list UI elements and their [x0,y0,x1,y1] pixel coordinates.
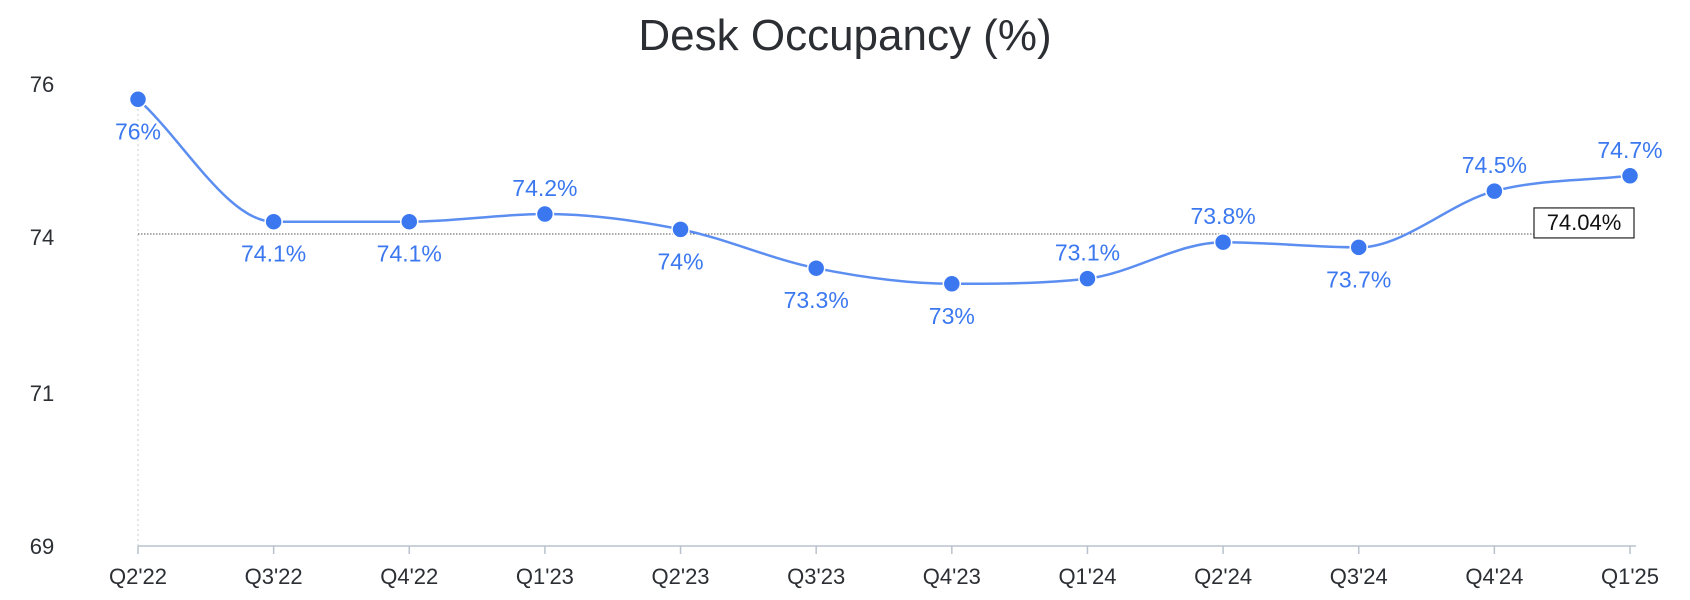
data-label: 74.5% [1462,152,1527,178]
x-tick-label: Q4'24 [1465,564,1523,589]
y-tick-label: 74 [30,225,54,250]
x-tick-label: Q1'25 [1601,564,1659,589]
y-tick-label: 71 [30,381,54,406]
data-point[interactable] [128,90,148,109]
series-group [137,98,1631,286]
series-line [137,98,1631,286]
data-point[interactable] [535,204,555,224]
x-tick-label: Q3'23 [787,564,845,589]
data-label: 73.3% [784,287,849,313]
x-tick-label: Q4'23 [923,564,981,589]
data-point[interactable] [806,258,826,278]
x-tick-label: Q2'22 [109,564,167,589]
data-label: 74.7% [1597,137,1662,163]
y-tick-label: 69 [30,534,54,559]
data-label: 73% [929,303,975,329]
data-label: 74.1% [241,241,306,267]
data-label: 73.7% [1326,266,1391,292]
x-tick-label: Q3'22 [245,564,303,589]
x-tick-label: Q1'24 [1058,564,1116,589]
data-label: 73.8% [1190,203,1255,229]
data-labels-group: 76% 74.1% 74.1% 74.2% 74% 73.3% 73% 73.1% 73.8% 7… [115,118,1663,328]
data-point[interactable] [400,212,419,231]
x-tick-label: Q3'24 [1330,564,1388,589]
data-label: 73.1% [1055,240,1120,266]
average-label: 74.04% [1547,210,1622,235]
data-label: 74% [658,248,704,274]
axes: Q2'22 Q3'22 Q4'22 Q1'23 Q2'23 Q3'23 Q4'23 Q1'24… [30,72,1659,589]
data-label: 74.1% [377,241,442,267]
data-point[interactable] [264,212,283,231]
average-label-box [1533,207,1635,239]
data-point[interactable] [671,220,690,239]
data-label: 74.2% [512,175,577,201]
data-points-group [128,90,1640,294]
x-tick-label: Q4'22 [380,564,438,589]
x-tick-label: Q2'24 [1194,564,1252,589]
x-tick-label: Q1'23 [516,564,574,589]
y-tick-label: 76 [30,72,54,97]
average-line-group: 74.04% [138,207,1635,239]
data-label: 76% [115,118,161,144]
data-point[interactable] [1485,181,1504,201]
data-point[interactable] [1349,238,1368,257]
chart-title: Desk Occupancy (%) [638,11,1051,60]
data-point[interactable] [1620,166,1640,186]
x-tick-label: Q2'23 [652,564,710,589]
data-point[interactable] [1078,269,1097,288]
data-point[interactable] [942,274,962,294]
data-point[interactable] [1213,232,1233,252]
